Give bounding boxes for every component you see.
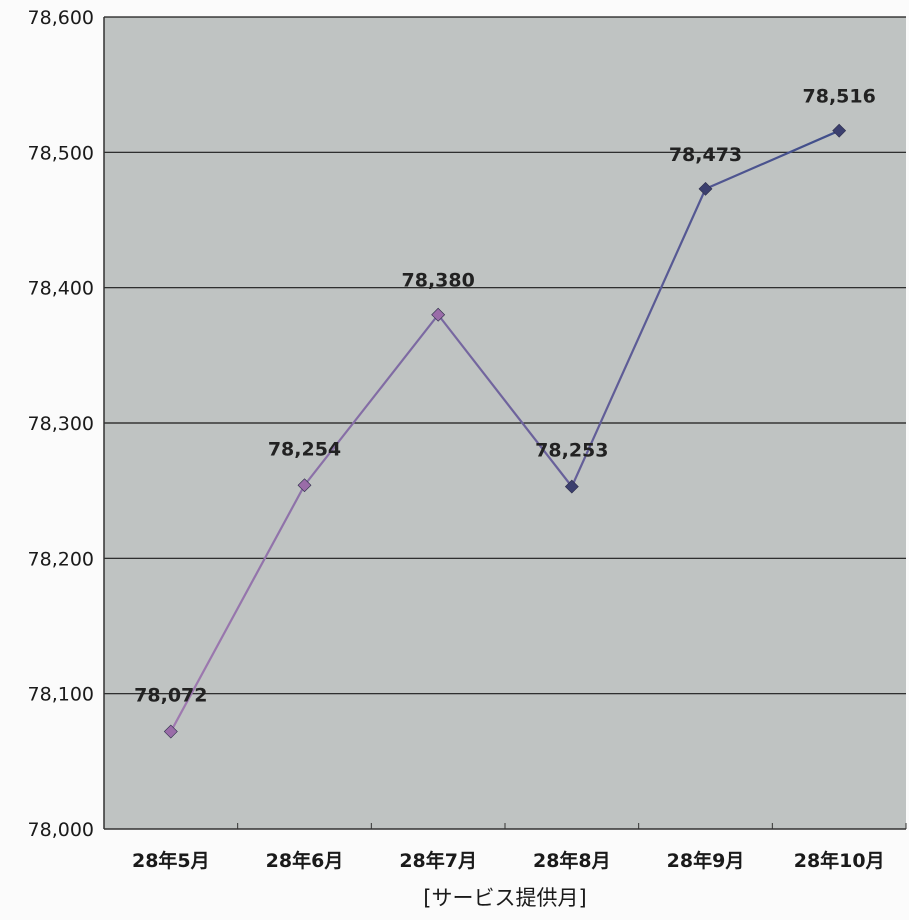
y-tick-label: 78,100 (28, 684, 94, 706)
data-point-marker (698, 181, 713, 196)
data-label: 78,253 (535, 440, 608, 462)
data-label: 78,473 (669, 144, 742, 166)
series-line (169, 129, 840, 733)
data-label: 78,072 (134, 685, 207, 707)
y-tick-label: 78,400 (28, 278, 94, 300)
y-tick-label: 78,500 (28, 142, 94, 164)
x-tick-label: 28年9月 (667, 849, 745, 872)
data-labels: 78,072 78,254 78,380 78,253 78,473 78,516 (134, 86, 876, 707)
data-label: 78,254 (268, 438, 341, 460)
x-tick-label: 28年6月 (266, 849, 344, 872)
y-tick-label: 78,200 (28, 548, 94, 570)
data-point-marker (564, 479, 579, 494)
x-tick-label: 28年10月 (794, 849, 885, 872)
series-line-group (163, 123, 847, 739)
x-axis-title: [サービス提供月] (423, 886, 586, 910)
y-tick-label: 78,300 (28, 413, 94, 435)
y-tick-label: 78,600 (28, 7, 94, 29)
x-tick-label: 28年5月 (132, 849, 210, 872)
data-point-marker (163, 724, 178, 739)
x-tick-label: 28年8月 (533, 849, 611, 872)
x-axis: 28年5月 28年6月 28年7月 28年8月 28年9月 28年10月 (103, 823, 907, 872)
data-label: 78,516 (803, 86, 876, 108)
gridlines (104, 16, 906, 695)
data-point-marker (431, 307, 446, 322)
data-label: 78,380 (402, 270, 475, 292)
data-point-marker (297, 478, 312, 493)
x-tick-label: 28年7月 (399, 849, 477, 872)
y-axis: 78,000 78,100 78,200 78,300 78,400 78,500 78,6… (28, 7, 105, 841)
y-tick-label: 78,000 (28, 819, 94, 841)
data-point-marker (832, 123, 847, 138)
